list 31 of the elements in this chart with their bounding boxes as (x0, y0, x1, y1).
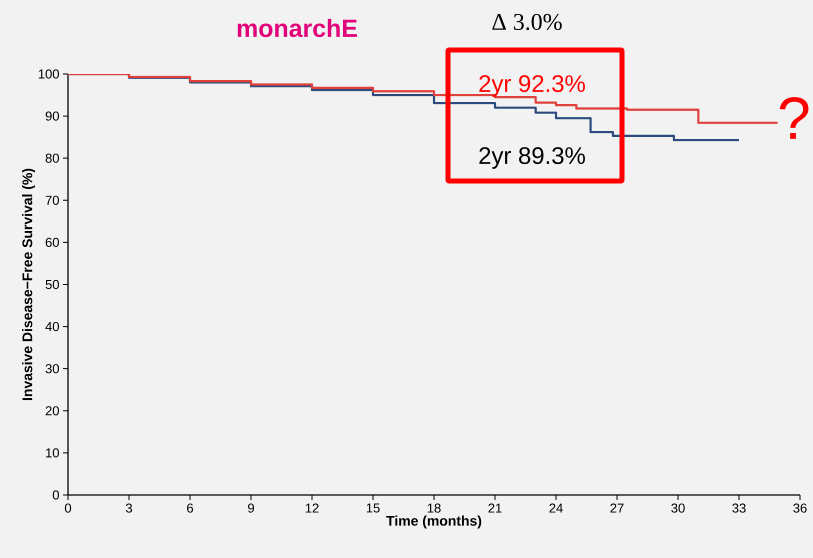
y-tick-label: 30 (46, 364, 59, 374)
x-tick-label: 18 (428, 504, 441, 513)
y-tick-label: 70 (46, 196, 59, 205)
x-tick-label: 15 (366, 504, 380, 513)
y-tick-label: 80 (46, 154, 59, 163)
y-tick-label: 10 (46, 448, 59, 458)
text: Δ 3.0% (492, 14, 562, 30)
annotation: 2yr 89.3% (479, 147, 585, 169)
x-tick-label: 6 (187, 504, 194, 513)
x-tick-label: 24 (549, 504, 563, 513)
y-tick-label: 0 (52, 490, 59, 500)
x-tick-label: 3 (126, 504, 132, 513)
x-tick-label: 12 (306, 504, 319, 513)
y-tick-label: 40 (45, 322, 59, 332)
x-tick-label: 36 (793, 504, 807, 513)
y-axis-title: Invasive Disease−Free Survival (%) (22, 168, 36, 400)
y-tick-label: 50 (46, 280, 59, 290)
y-tick-label: 100 (38, 69, 59, 79)
x-tick-label: 30 (671, 504, 685, 513)
x-tick-label: 21 (488, 504, 502, 513)
annotation: 2yr 92.3% (479, 75, 585, 97)
x-tick-label: 33 (732, 504, 746, 513)
x-axis-title: Time (months) (386, 516, 482, 529)
y-tick-label: 20 (46, 406, 59, 416)
y-tick-label: 60 (46, 238, 59, 247)
annotation: ? (780, 97, 808, 139)
chart-title: monarchE (238, 18, 357, 38)
x-tick-label: 27 (610, 504, 624, 513)
x-tick-label: 0 (64, 504, 72, 513)
y-tick-label: 90 (46, 111, 59, 121)
x-tick-label: 9 (248, 504, 254, 513)
